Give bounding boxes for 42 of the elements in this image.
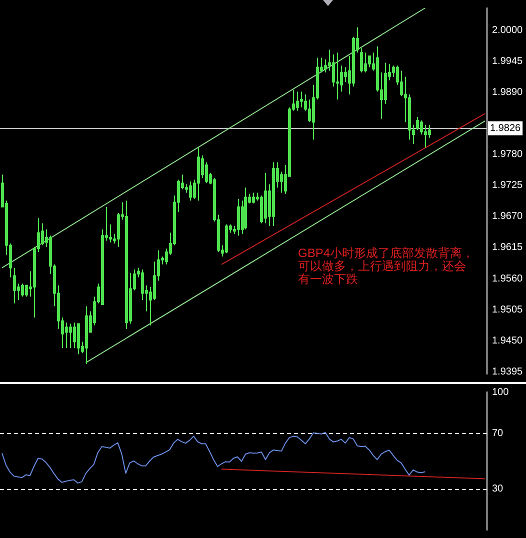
candlestick bbox=[368, 56, 371, 68]
y-tick-label: 1.9945 bbox=[492, 56, 524, 67]
y-tick-label: 100 bbox=[492, 386, 510, 398]
candlestick bbox=[85, 306, 88, 364]
candlestick bbox=[364, 52, 367, 73]
y-tick-label: 1.9395 bbox=[492, 366, 524, 378]
y-tick-label: 70 bbox=[492, 428, 504, 440]
candlestick bbox=[352, 36, 355, 88]
candlestick bbox=[280, 171, 283, 194]
candlestick bbox=[324, 58, 327, 73]
y-tick-label: 1.9615 bbox=[492, 242, 524, 254]
candlestick bbox=[65, 322, 68, 349]
y-tick-label: 1.9505 bbox=[492, 304, 524, 316]
candlestick bbox=[77, 323, 80, 355]
y-tick-label: 2.0000 bbox=[492, 24, 524, 36]
y-tick-label: 1.9780 bbox=[492, 149, 524, 160]
candlestick bbox=[237, 198, 240, 236]
y-tick-label: 1.9560 bbox=[492, 273, 524, 284]
candlestick bbox=[252, 192, 255, 204]
candlestick bbox=[384, 62, 387, 105]
ref-line-label: 1.9826 bbox=[490, 123, 522, 134]
candlestick bbox=[296, 91, 299, 112]
y-tick-label: 1.9450 bbox=[492, 335, 524, 346]
candlestick bbox=[340, 65, 343, 92]
y-tick-label: 30 bbox=[492, 483, 504, 494]
candlestick bbox=[428, 124, 431, 138]
candlestick bbox=[41, 222, 44, 246]
candlestick bbox=[264, 172, 267, 224]
annotation: GBP4小时形成了底部发散背离，可以做多，上行遇到阻力，还会有一波下跌 bbox=[298, 246, 474, 286]
candlestick bbox=[225, 224, 228, 254]
candlestick bbox=[272, 162, 275, 227]
y-tick-label: 1.9890 bbox=[492, 86, 524, 98]
candlestick bbox=[244, 187, 247, 230]
candlestick bbox=[300, 91, 303, 108]
candlestick bbox=[117, 212, 120, 248]
y-tick-label: 1.9670 bbox=[492, 211, 524, 222]
candlestick bbox=[101, 228, 104, 306]
candlestick bbox=[197, 147, 200, 202]
candlestick bbox=[21, 283, 24, 298]
candlestick bbox=[153, 261, 156, 301]
y-tick-label: 1.9725 bbox=[492, 180, 524, 192]
candlestick bbox=[416, 116, 419, 130]
